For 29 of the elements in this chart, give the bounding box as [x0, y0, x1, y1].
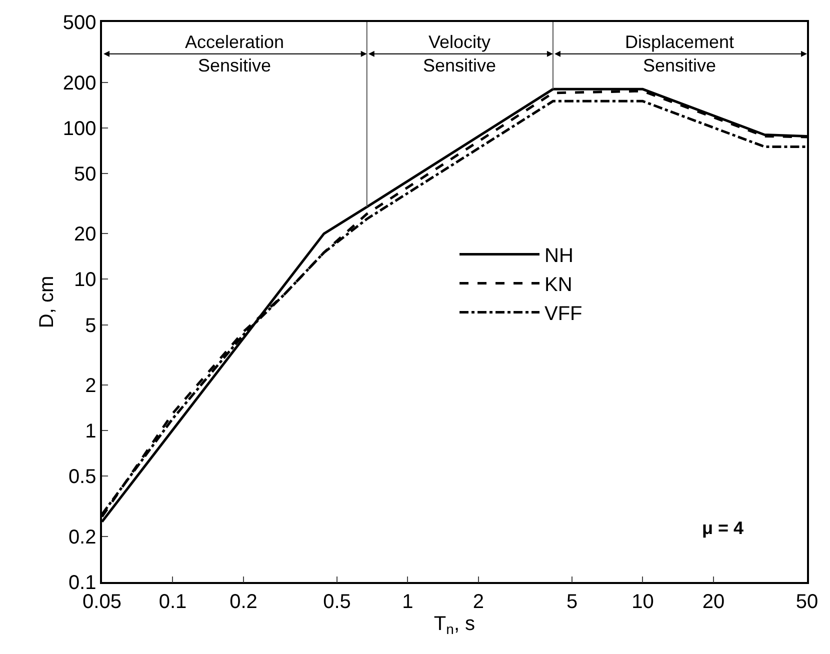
- x-tick-label: 20: [702, 590, 725, 613]
- annotation: Velocity Sensitive: [423, 32, 496, 76]
- y-axis-title: D, cm: [36, 276, 58, 328]
- x-tick-label: 0.5: [323, 590, 351, 613]
- x-tick-label: 1: [402, 590, 414, 613]
- x-tick-label: 0.2: [230, 590, 258, 613]
- x-tick-label: 5: [566, 590, 578, 613]
- legend-label: NH: [544, 245, 574, 268]
- annotation: Acceleration Sensitive: [185, 32, 284, 76]
- y-tick-label: 10: [74, 269, 96, 292]
- y-tick-label: 200: [62, 72, 96, 94]
- annotation: Displacement Sensitive: [625, 32, 734, 76]
- x-tick-label: 10: [632, 590, 654, 613]
- annotation: μ = 4: [702, 518, 744, 538]
- y-tick-label: 0.2: [68, 526, 96, 548]
- y-tick-label: 500: [62, 12, 96, 34]
- x-tick-label: 2: [472, 590, 484, 613]
- x-tick-label: 50: [796, 590, 818, 613]
- y-tick-label: 100: [62, 118, 96, 140]
- y-tick-label: 1: [85, 420, 96, 443]
- x-tick-label: 0.1: [158, 590, 187, 613]
- y-tick-label: 50: [74, 163, 96, 186]
- y-tick-label: 20: [74, 224, 96, 246]
- y-tick-label: 5: [85, 314, 96, 337]
- y-tick-label: 2: [85, 375, 96, 398]
- y-tick-label: 0.5: [68, 466, 96, 488]
- legend-label: VFF: [544, 303, 582, 326]
- x-axis-title: T$_{n}$, s: [434, 612, 476, 637]
- legend-label: KN: [544, 274, 572, 296]
